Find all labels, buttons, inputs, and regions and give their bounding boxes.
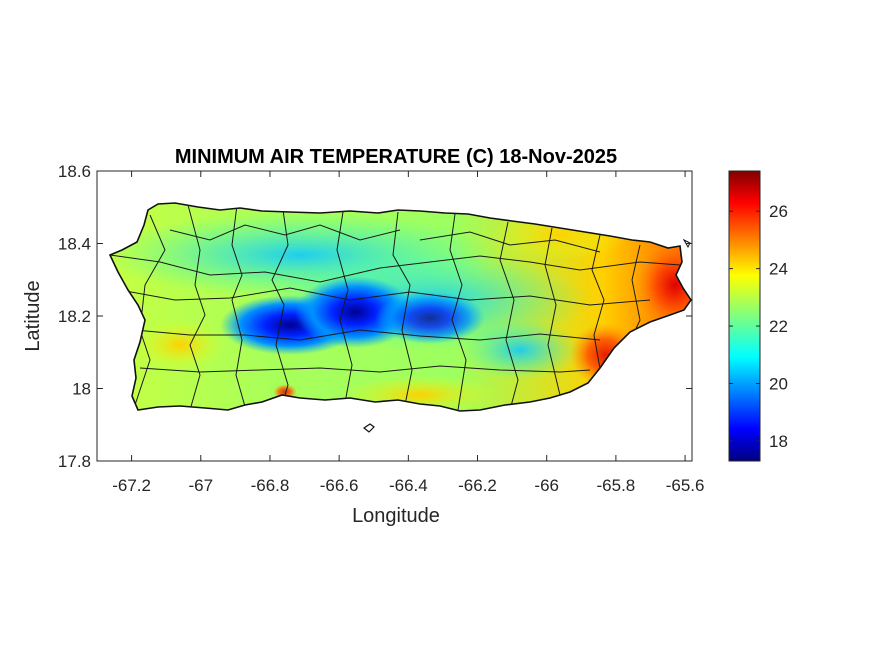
x-tick-label: -65.8 (597, 476, 636, 495)
x-tick-label: -66 (534, 476, 559, 495)
boundary (336, 211, 353, 409)
boundary (139, 365, 591, 373)
boundary (110, 254, 681, 283)
boundary (419, 231, 601, 253)
x-tick-label: -66.8 (251, 476, 290, 495)
x-tick-label: -66.2 (458, 476, 497, 495)
plot-area (96, 170, 693, 462)
boundary (544, 227, 561, 396)
coastline (108, 202, 692, 412)
boundary (591, 234, 605, 381)
x-tick-label: -67 (188, 476, 213, 495)
boundary (169, 224, 401, 241)
x-axis: -67.2 -67 -66.8 -66.6 -66.4 -66.2 -66 -65.8 -65.… (112, 171, 704, 495)
colorbar-tick-label: 20 (769, 374, 788, 393)
municipality-boundaries (110, 204, 681, 411)
boundary (271, 209, 289, 406)
x-axis-label: Longitude (352, 505, 440, 527)
colorbar-tick-label: 18 (769, 432, 788, 451)
y-tick-label: 18.6 (58, 162, 91, 181)
y-axis-label: Latitude (22, 280, 44, 351)
boundary (134, 329, 601, 341)
boundary (119, 287, 651, 306)
y-tick-label: 17.8 (58, 452, 91, 471)
temperature-field (110, 203, 691, 411)
boundary (187, 204, 206, 411)
x-tick-label: -66.6 (320, 476, 359, 495)
colorbar-gradient (728, 170, 761, 462)
boundary (392, 211, 413, 411)
chart-title: MINIMUM AIR TEMPERATURE (C) 18-Nov-2025 (175, 146, 617, 168)
colorbar-tick-label: 26 (769, 202, 788, 221)
colorbar: 18 20 22 24 26 (728, 170, 788, 462)
y-tick-label: 18 (72, 380, 91, 399)
boundary (449, 213, 467, 411)
x-tick-label: -65.6 (666, 476, 705, 495)
x-tick-label: -66.4 (389, 476, 428, 495)
y-tick-label: 18.4 (58, 235, 91, 254)
southwest-warm (135, 320, 225, 370)
y-axis: 17.8 18 18.2 18.4 18.6 (58, 162, 692, 471)
colorbar-ticks: 18 20 22 24 26 (729, 202, 788, 451)
boundary (134, 214, 166, 406)
x-tick-label: -67.2 (112, 476, 151, 495)
east-coast-hot (635, 240, 691, 330)
boundary (231, 204, 247, 411)
colorbar-tick-label: 22 (769, 317, 788, 336)
colorbar-tick-label: 24 (769, 260, 788, 279)
boundary (499, 221, 519, 411)
y-tick-label: 18.2 (58, 307, 91, 326)
caja-de-muertos-islet (362, 423, 375, 433)
